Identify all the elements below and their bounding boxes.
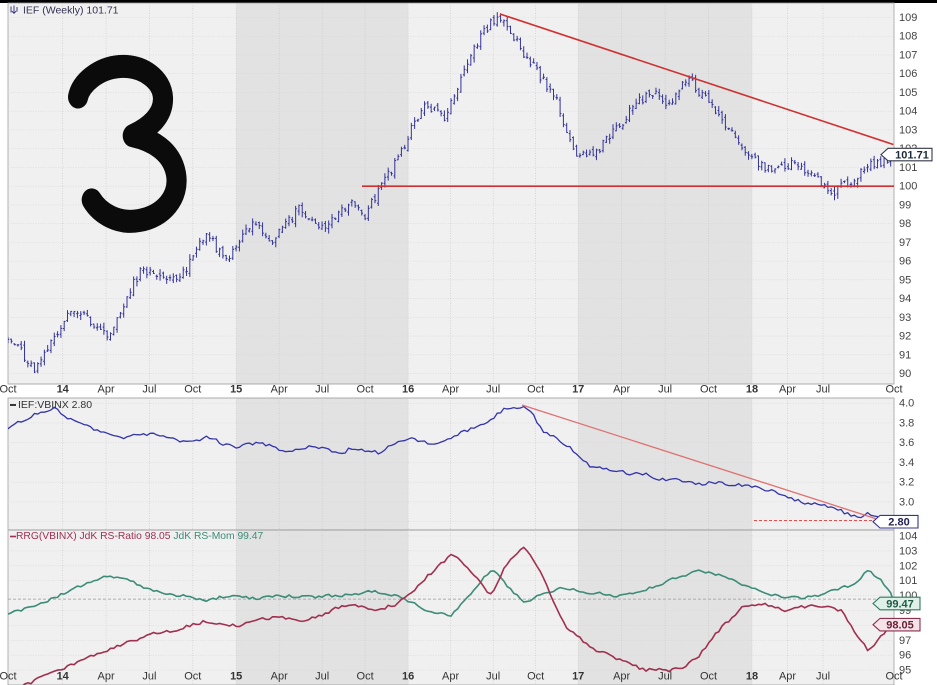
svg-text:18: 18 xyxy=(746,671,758,683)
svg-text:103: 103 xyxy=(899,124,917,136)
svg-text:Jul: Jul xyxy=(315,384,329,396)
svg-text:Oct: Oct xyxy=(184,384,201,396)
svg-text:Jul: Jul xyxy=(658,384,672,396)
svg-text:104: 104 xyxy=(899,106,917,118)
svg-text:95: 95 xyxy=(899,274,911,286)
svg-text:Apr: Apr xyxy=(779,671,796,683)
svg-text:Oct: Oct xyxy=(885,384,902,396)
svg-text:90: 90 xyxy=(899,368,911,380)
svg-text:97: 97 xyxy=(899,237,911,249)
svg-text:Oct: Oct xyxy=(0,384,17,396)
svg-text:Jul: Jul xyxy=(486,671,500,683)
svg-text:Jul: Jul xyxy=(816,384,830,396)
svg-text:96: 96 xyxy=(899,650,911,662)
svg-text:Oct: Oct xyxy=(700,384,717,396)
svg-text:14: 14 xyxy=(57,384,70,396)
svg-text:91: 91 xyxy=(899,349,911,361)
svg-text:107: 107 xyxy=(899,49,917,61)
svg-text:17: 17 xyxy=(572,671,584,683)
svg-text:Apr: Apr xyxy=(271,384,288,396)
svg-text:Oct: Oct xyxy=(885,671,902,683)
svg-text:108: 108 xyxy=(899,31,917,43)
svg-text:16: 16 xyxy=(402,384,414,396)
svg-text:Jul: Jul xyxy=(486,384,500,396)
svg-text:Apr: Apr xyxy=(271,671,288,683)
svg-text:97: 97 xyxy=(899,635,911,647)
svg-text:Jul: Jul xyxy=(142,671,156,683)
svg-text:93: 93 xyxy=(899,312,911,324)
svg-text:104: 104 xyxy=(899,531,917,543)
svg-text:98: 98 xyxy=(899,218,911,230)
svg-text:Oct: Oct xyxy=(527,671,544,683)
svg-text:15: 15 xyxy=(230,384,242,396)
svg-text:96: 96 xyxy=(899,256,911,268)
svg-text:16: 16 xyxy=(402,671,414,683)
svg-text:14: 14 xyxy=(57,671,70,683)
svg-text:4.0: 4.0 xyxy=(899,398,914,410)
svg-text:Oct: Oct xyxy=(527,384,544,396)
svg-text:98.05: 98.05 xyxy=(886,620,914,632)
svg-text:Oct: Oct xyxy=(184,671,201,683)
svg-text:Oct: Oct xyxy=(357,384,374,396)
svg-text:Oct: Oct xyxy=(700,671,717,683)
svg-text:Jul: Jul xyxy=(658,671,672,683)
svg-text:Apr: Apr xyxy=(98,671,115,683)
svg-text:Oct: Oct xyxy=(0,671,17,683)
svg-text:IEF:VBINX 2.80: IEF:VBINX 2.80 xyxy=(18,399,92,411)
svg-text:92: 92 xyxy=(899,331,911,343)
svg-text:103: 103 xyxy=(899,545,917,557)
svg-text:106: 106 xyxy=(899,68,917,80)
svg-text:101: 101 xyxy=(899,575,917,587)
svg-text:99.47: 99.47 xyxy=(886,599,914,611)
svg-text:15: 15 xyxy=(230,671,242,683)
svg-text:101: 101 xyxy=(899,162,917,174)
svg-text:Oct: Oct xyxy=(357,671,374,683)
svg-text:3.6: 3.6 xyxy=(899,437,914,449)
svg-text:Jul: Jul xyxy=(142,384,156,396)
svg-text:100: 100 xyxy=(899,181,917,193)
svg-text:3.0: 3.0 xyxy=(899,496,914,508)
svg-text:Jul: Jul xyxy=(816,671,830,683)
svg-text:3.4: 3.4 xyxy=(899,457,914,469)
svg-text:18: 18 xyxy=(746,384,758,396)
svg-text:Apr: Apr xyxy=(442,384,459,396)
svg-text:Apr: Apr xyxy=(779,384,796,396)
svg-text:94: 94 xyxy=(899,293,911,305)
svg-text:Jul: Jul xyxy=(315,671,329,683)
svg-text:Apr: Apr xyxy=(613,671,630,683)
svg-text:105: 105 xyxy=(899,87,917,99)
svg-text:Apr: Apr xyxy=(613,384,630,396)
svg-text:2.80: 2.80 xyxy=(888,517,909,529)
svg-text:99: 99 xyxy=(899,199,911,211)
svg-text:3.2: 3.2 xyxy=(899,477,914,489)
svg-text:17: 17 xyxy=(572,384,584,396)
svg-text:101.71: 101.71 xyxy=(895,150,929,162)
svg-text:Apr: Apr xyxy=(98,384,115,396)
svg-text:IEF (Weekly) 101.71: IEF (Weekly) 101.71 xyxy=(23,5,119,17)
svg-text:3.8: 3.8 xyxy=(899,417,914,429)
svg-text:102: 102 xyxy=(899,560,917,572)
svg-text:109: 109 xyxy=(899,12,917,24)
svg-text:Apr: Apr xyxy=(442,671,459,683)
svg-text:RRG(VBINX) JdK RS-Ratio 98.05: RRG(VBINX) JdK RS-Ratio 98.05 JdK RS-Mom… xyxy=(16,531,263,542)
